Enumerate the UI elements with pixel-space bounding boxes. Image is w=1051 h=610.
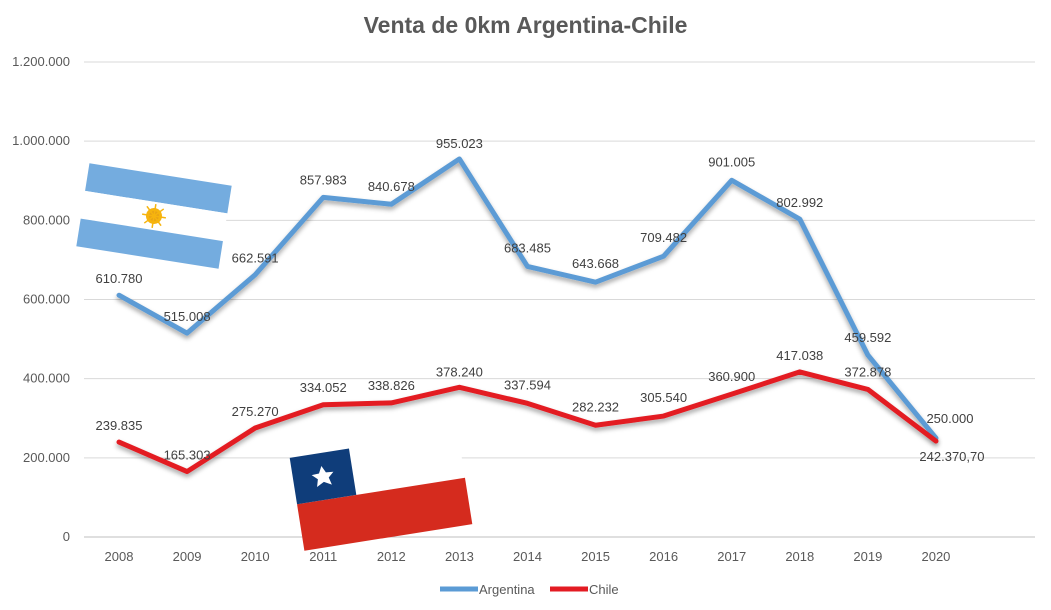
data-label-argentina: 857.983 [300, 172, 347, 187]
data-label-argentina: 610.780 [96, 271, 143, 286]
data-label-argentina: 955.023 [436, 136, 483, 151]
y-tick-label: 0 [63, 529, 70, 544]
legend: Argentina Chile [440, 582, 619, 597]
data-label-argentina: 250.000 [926, 411, 973, 426]
data-label-argentina: 643.668 [572, 256, 619, 271]
x-tick-label: 2008 [105, 549, 134, 564]
x-tick-label: 2017 [717, 549, 746, 564]
data-label-chile: 305.540 [640, 390, 687, 405]
x-tick-label: 2016 [649, 549, 678, 564]
data-label-chile: 372.878 [844, 364, 891, 379]
legend-chile-label: Chile [589, 582, 619, 597]
argentina-flag-icon [76, 163, 232, 269]
y-tick-label: 1.000.000 [12, 133, 70, 148]
data-label-chile: 337.594 [504, 377, 551, 392]
data-label-argentina: 802.992 [776, 195, 823, 210]
data-label-chile: 239.835 [96, 418, 143, 433]
x-tick-label: 2019 [853, 549, 882, 564]
data-label-argentina: 515.008 [164, 309, 211, 324]
data-labels: 610.780 515.008 662.591 857.983 840.678 955.0… [96, 136, 985, 464]
legend-argentina-label: Argentina [479, 582, 535, 597]
x-tick-label: 2013 [445, 549, 474, 564]
data-label-chile: 282.232 [572, 399, 619, 414]
series-line-chile [116, 369, 939, 475]
x-tick-label: 2020 [921, 549, 950, 564]
data-label-chile: 165.303 [164, 448, 211, 463]
y-tick-label: 1.200.000 [12, 54, 70, 69]
data-label-argentina: 901.005 [708, 154, 755, 169]
x-axis-tick-labels: 2008 2009 2010 2011 2012 2013 2014 2015 2016 2017… [105, 549, 951, 564]
data-label-chile: 417.038 [776, 348, 823, 363]
data-label-chile: 360.900 [708, 369, 755, 384]
x-tick-label: 2012 [377, 549, 406, 564]
y-tick-label: 200.000 [23, 450, 70, 465]
y-tick-label: 800.000 [23, 212, 70, 227]
x-tick-label: 2015 [581, 549, 610, 564]
x-tick-label: 2009 [173, 549, 202, 564]
x-tick-label: 2010 [241, 549, 270, 564]
x-tick-label: 2014 [513, 549, 542, 564]
y-axis-tick-labels: 0 200.000 400.000 600.000 800.000 1.000.000 1.… [12, 54, 70, 544]
data-label-chile: 275.270 [232, 404, 279, 419]
data-label-argentina: 662.591 [232, 251, 279, 266]
x-tick-label: 2018 [785, 549, 814, 564]
y-tick-label: 400.000 [23, 371, 70, 386]
data-label-argentina: 840.678 [368, 179, 415, 194]
data-label-argentina: 709.482 [640, 230, 687, 245]
gridlines [84, 61, 1035, 538]
x-tick-label: 2011 [309, 549, 337, 564]
series-line-argentina [116, 156, 939, 441]
series-lines [116, 156, 939, 475]
y-tick-label: 600.000 [23, 292, 70, 307]
chile-flag-icon [289, 431, 473, 551]
data-label-chile: 334.052 [300, 380, 347, 395]
data-label-chile: 338.826 [368, 378, 415, 393]
data-label-argentina: 459.592 [844, 330, 891, 345]
data-label-chile: 242.370,70 [919, 449, 984, 464]
chart-title: Venta de 0km Argentina-Chile [363, 12, 688, 38]
data-label-chile: 378.240 [436, 364, 483, 379]
data-label-argentina: 683.485 [504, 240, 551, 255]
